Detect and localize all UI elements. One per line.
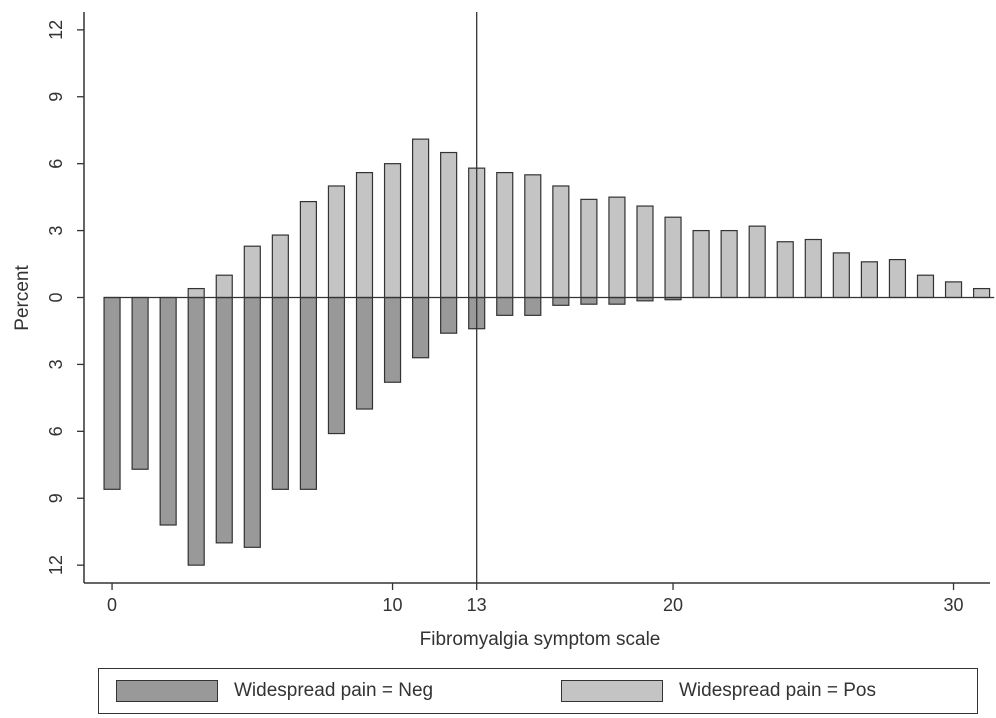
neg-bar-1 [131,296,149,470]
y-tick-label: 3 [46,359,66,369]
pos-bar-8 [327,185,346,299]
y-tick-label: 6 [46,159,66,169]
neg-bar-9 [355,296,374,410]
neg-bar-17 [580,296,598,305]
y-axis-title: Percent [12,265,33,331]
pos-bar-12 [440,151,458,299]
neg-bar-16 [552,296,570,306]
neg-bar-6 [271,296,289,490]
x-tick-label: 20 [663,595,683,615]
neg-bar-11 [411,296,430,359]
pos-bar-17 [580,198,598,299]
pos-bar-4 [215,274,233,299]
y-tick-label: 3 [46,226,66,236]
pos-bar-26 [832,252,850,299]
neg-bar-0 [103,296,121,490]
pos-bar-15 [524,174,542,299]
neg-bar-15 [524,296,542,316]
neg-bar-14 [496,296,514,316]
pos-bar-28 [888,258,907,299]
x-tick-label: 30 [944,595,964,615]
x-tick-label: 13 [467,595,487,615]
pos-bar-21 [692,229,710,299]
x-axis-title: Fibromyalgia symptom scale [420,629,661,650]
pos-bar-14 [496,171,514,299]
pos-bar-29 [916,274,935,299]
legend-item-pos: Widespread pain = Pos [561,680,876,702]
neg-bar-18 [608,296,626,305]
neg-bar-4 [215,296,233,544]
neg-bars-group [103,296,682,566]
pos-bar-9 [355,171,374,299]
pos-bar-3 [187,287,205,299]
neg-bar-10 [383,296,402,383]
neg-bar-12 [440,296,458,334]
y-tick-label: 9 [46,92,66,102]
pos-bar-18 [608,196,626,299]
legend-swatch-pos [561,680,663,702]
y-axis-ticks: 12 9 6 3 0 3 6 9 12 [46,20,84,575]
y-tick-label: 9 [46,493,66,503]
pos-bar-27 [860,261,878,299]
pos-bar-23 [748,225,766,299]
legend-label-neg: Widespread pain = Neg [234,680,434,701]
pos-bar-6 [271,234,289,299]
legend-swatch-neg [116,680,218,702]
pos-bar-31 [972,287,991,299]
pos-bars-group [187,138,991,299]
pos-bar-22 [720,229,738,299]
neg-bar-2 [159,296,177,526]
neg-bar-3 [187,296,205,566]
neg-bar-5 [243,296,261,548]
x-tick-label: 0 [107,595,117,615]
x-axis-ticks: 0 10 13 20 30 [107,583,964,615]
legend-item-neg: Widespread pain = Neg [116,680,433,702]
y-tick-label: 0 [46,292,66,302]
pos-bar-19 [636,205,654,299]
pos-bar-24 [776,241,794,299]
y-tick-label: 6 [46,426,66,436]
pos-bar-10 [383,163,402,299]
y-tick-label: 12 [46,555,66,575]
pos-bar-11 [411,138,430,299]
x-tick-label: 10 [383,595,403,615]
pos-bar-20 [664,216,682,299]
neg-bar-7 [299,296,317,490]
legend-label-pos: Widespread pain = Pos [679,680,876,701]
legend: Widespread pain = Neg Widespread pain = … [98,668,978,714]
pos-bar-7 [299,200,317,299]
pos-bar-30 [944,281,963,299]
pos-bar-5 [243,245,261,299]
pos-bar-16 [552,185,570,299]
y-tick-label: 12 [46,20,66,40]
neg-bar-8 [327,296,346,435]
pos-bar-25 [804,238,822,299]
